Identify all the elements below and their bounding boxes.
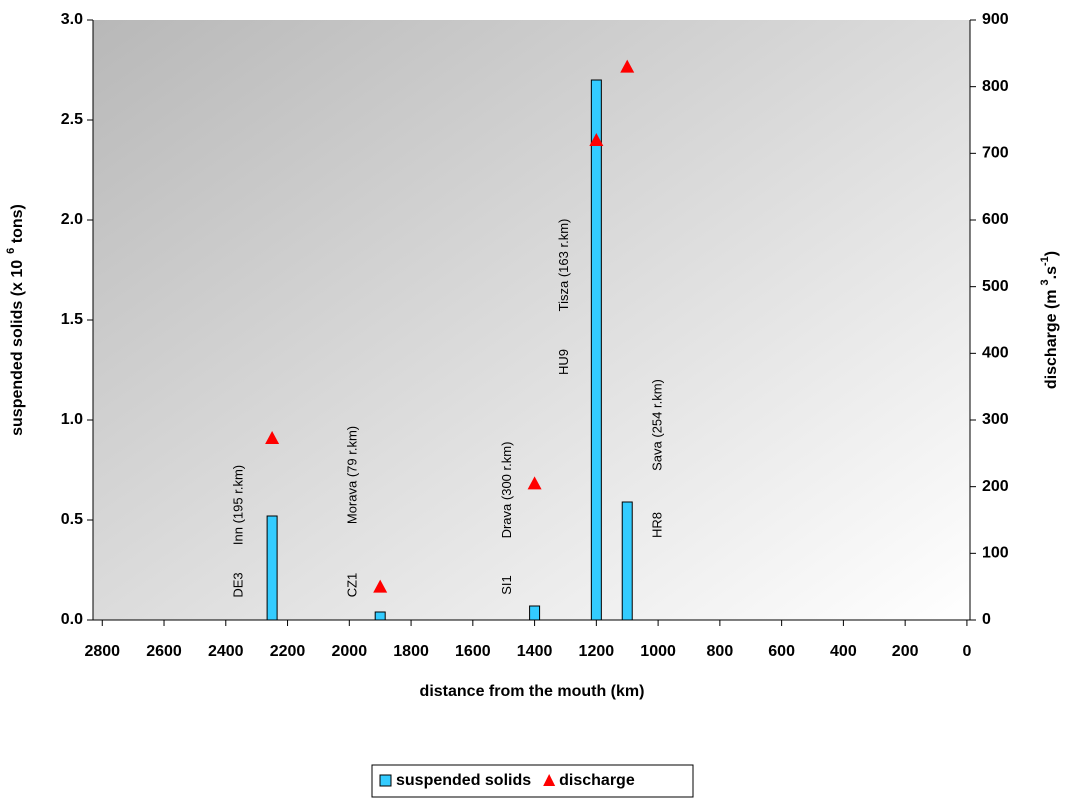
x-tick-label: 2400 [208, 643, 244, 660]
y-tick-label: 0.5 [61, 511, 83, 528]
y2-tick-label: 0 [982, 611, 991, 628]
river-label: Drava (300 r.km) [499, 442, 514, 539]
y2-tick-label: 100 [982, 545, 1009, 562]
y2-tick-label: 400 [982, 345, 1009, 362]
y-title-part: tons) [9, 204, 26, 248]
river-label: Inn (195 r.km) [231, 465, 246, 545]
y-tick-label: 2.5 [61, 111, 83, 128]
bar [621, 501, 633, 621]
marker [527, 476, 542, 490]
y-axis-title: suspended solids (x 10 6 tons) [5, 204, 26, 436]
legend [371, 764, 694, 798]
y2-title-part: ) [1043, 251, 1060, 256]
river-label: Sava (254 r.km) [650, 379, 665, 471]
y2-title-sup: 3 [1039, 279, 1051, 285]
x-tick-label: 400 [830, 643, 857, 660]
y2-tick-label: 800 [982, 78, 1009, 95]
bar [590, 79, 602, 621]
bar [266, 515, 278, 621]
y2-tick-label: 600 [982, 211, 1009, 228]
x-tick-label: 1600 [455, 643, 491, 660]
y2-tick-label: 200 [982, 478, 1009, 495]
y2-axis-title: discharge (m 3.s-1) [1039, 251, 1060, 389]
x-tick-label: 1400 [517, 643, 553, 660]
y2-tick-label: 500 [982, 278, 1009, 295]
legend-swatch [379, 774, 392, 787]
station-label: DE3 [231, 572, 246, 597]
x-tick-label: 2200 [270, 643, 306, 660]
y-title-sup: 6 [5, 248, 17, 254]
y2-tick-label: 300 [982, 411, 1009, 428]
x-tick-label: 1800 [393, 643, 429, 660]
x-tick-label: 0 [962, 643, 971, 660]
marker [589, 133, 604, 146]
y-title-part: suspended solids (x 10 [9, 260, 26, 436]
marker [620, 59, 635, 73]
y-tick-label: 1.0 [61, 411, 83, 428]
y2-tick-label: 900 [982, 11, 1009, 28]
marker [373, 579, 388, 593]
bar [529, 605, 541, 621]
x-tick-label: 1200 [579, 643, 615, 660]
y-tick-label: 0.0 [61, 611, 83, 628]
x-tick-label: 2000 [332, 643, 368, 660]
river-label: Morava (79 r.km) [345, 426, 360, 524]
station-label: CZ1 [345, 573, 360, 598]
y2-title-sup: -1 [1039, 256, 1051, 266]
x-tick-label: 800 [707, 643, 734, 660]
river-label: Tisza (163 r.km) [556, 219, 571, 312]
station-label: HU9 [556, 349, 571, 375]
bar [374, 611, 386, 621]
y2-tick-label: 700 [982, 145, 1009, 162]
x-tick-label: 2800 [84, 643, 120, 660]
x-tick-label: 600 [768, 643, 795, 660]
y-tick-label: 1.5 [61, 311, 83, 328]
x-tick-label: 2600 [146, 643, 182, 660]
legend-label: discharge [559, 772, 635, 789]
legend-swatch [543, 774, 556, 786]
y2-title-part: .s [1043, 266, 1060, 279]
station-label: SI1 [499, 575, 514, 595]
x-axis-title: distance from the mouth (km) [420, 683, 645, 700]
y2-title-part: discharge (m [1043, 289, 1060, 389]
plot-area [93, 20, 970, 620]
legend-label: suspended solids [396, 772, 531, 789]
station-label: HR8 [650, 512, 665, 538]
x-tick-label: 200 [892, 643, 919, 660]
y-tick-label: 3.0 [61, 11, 83, 28]
y-tick-label: 2.0 [61, 211, 83, 228]
x-tick-label: 1000 [640, 643, 676, 660]
marker [265, 431, 280, 444]
